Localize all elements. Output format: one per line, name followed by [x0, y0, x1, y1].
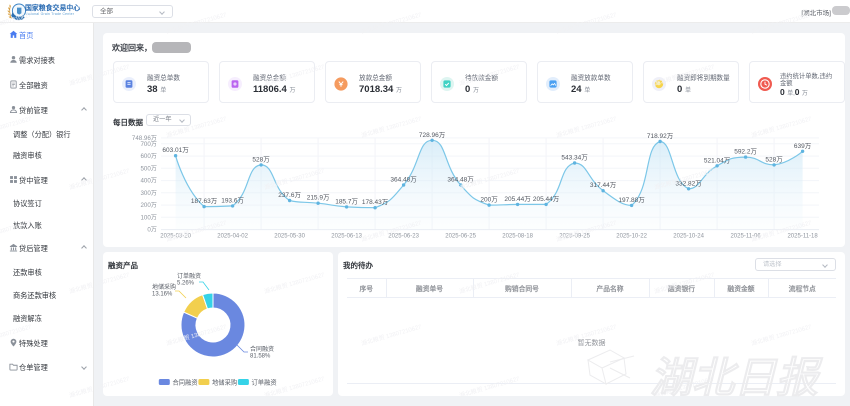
svg-text:193.6万: 193.6万	[221, 196, 244, 204]
svg-text:205.44万: 205.44万	[504, 195, 531, 203]
svg-text:748.96万: 748.96万	[132, 135, 157, 142]
svg-text:364.48万: 364.48万	[447, 176, 474, 184]
svg-text:205.44万: 205.44万	[533, 195, 560, 203]
svg-text:521.04万: 521.04万	[704, 156, 731, 164]
svg-text:332.82万: 332.82万	[675, 179, 702, 187]
svg-text:13.16%: 13.16%	[152, 292, 173, 298]
svg-text:订单融资: 订单融资	[177, 272, 201, 280]
svg-text:200万: 200万	[480, 196, 498, 204]
svg-text:订单融资: 订单融资	[252, 378, 277, 387]
svg-text:528万: 528万	[252, 155, 270, 163]
svg-text:178.43万: 178.43万	[362, 198, 389, 206]
svg-text:2025-05-30: 2025-05-30	[274, 234, 305, 240]
svg-text:地储采购: 地储采购	[212, 378, 237, 387]
svg-text:2025-08-18: 2025-08-18	[502, 234, 533, 240]
svg-text:639万: 639万	[794, 142, 812, 150]
svg-text:185.7万: 185.7万	[335, 197, 358, 205]
svg-text:2025-06-25: 2025-06-25	[445, 234, 476, 240]
svg-text:400万: 400万	[140, 178, 157, 185]
svg-text:2025-10-24: 2025-10-24	[673, 234, 704, 240]
svg-text:364.48万: 364.48万	[390, 176, 417, 184]
svg-text:718.92万: 718.92万	[647, 132, 674, 140]
svg-text:100万: 100万	[140, 214, 157, 221]
svg-text:0万: 0万	[147, 227, 157, 234]
svg-text:500万: 500万	[140, 165, 157, 172]
svg-text:2025-11-18: 2025-11-18	[787, 234, 818, 240]
svg-text:200万: 200万	[140, 202, 157, 209]
svg-text:合同融资: 合同融资	[250, 345, 274, 353]
svg-text:合同融资: 合同融资	[173, 378, 198, 387]
svg-text:2025-06-23: 2025-06-23	[388, 234, 419, 240]
svg-text:5.26%: 5.26%	[177, 281, 195, 287]
svg-text:2025-03-20: 2025-03-20	[160, 234, 191, 240]
svg-text:2025-10-22: 2025-10-22	[616, 234, 647, 240]
svg-text:2025-04-02: 2025-04-02	[217, 234, 248, 240]
svg-text:地储采购: 地储采购	[152, 283, 176, 291]
svg-text:2025-09-25: 2025-09-25	[559, 234, 590, 240]
svg-text:528万: 528万	[765, 155, 783, 163]
svg-text:2025-11-06: 2025-11-06	[730, 234, 761, 240]
svg-text:317.44万: 317.44万	[590, 181, 617, 189]
svg-text:237.6万: 237.6万	[278, 191, 301, 199]
svg-text:543.34万: 543.34万	[561, 154, 588, 162]
svg-text:81.58%: 81.58%	[250, 354, 271, 360]
svg-text:603.01万: 603.01万	[162, 146, 189, 154]
svg-text:300万: 300万	[140, 190, 157, 197]
svg-text:700万: 700万	[140, 141, 157, 148]
svg-text:197.88万: 197.88万	[618, 196, 645, 204]
svg-text:592.2万: 592.2万	[734, 148, 757, 156]
svg-text:2025-06-13: 2025-06-13	[331, 234, 362, 240]
svg-text:600万: 600万	[140, 153, 157, 160]
svg-text:187.63万: 187.63万	[191, 197, 218, 205]
svg-text:728.96万: 728.96万	[419, 131, 446, 139]
svg-text:215.9万: 215.9万	[307, 194, 330, 202]
